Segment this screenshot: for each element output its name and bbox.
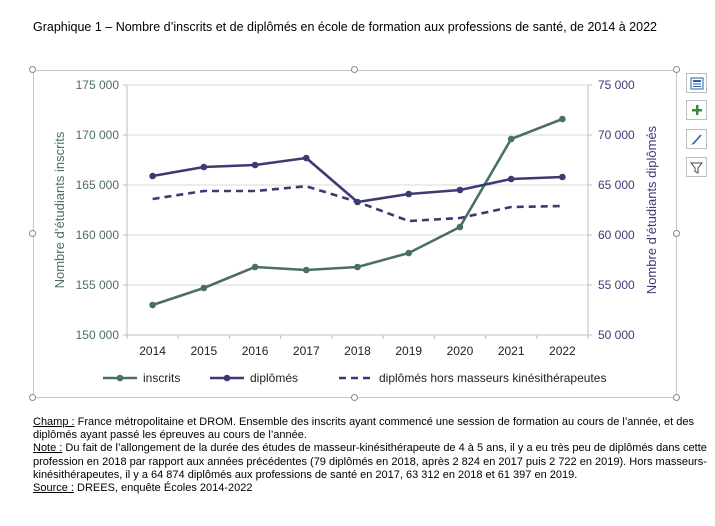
data-point-0: [456, 223, 464, 231]
source-text: DREES, enquête Écoles 2014-2022: [73, 482, 253, 495]
resize-handle-top-center[interactable]: [351, 66, 358, 73]
legend-label: diplômés: [250, 371, 298, 385]
data-point-0: [302, 266, 310, 274]
note-label: Note :: [33, 442, 63, 455]
resize-handle-top-right[interactable]: [673, 66, 680, 73]
legend-label: inscrits: [143, 371, 180, 385]
y-tick-label-right: 65 000: [598, 178, 635, 192]
series-line-0: [152, 117, 563, 307]
y-tick-label-left: 150 000: [76, 328, 120, 342]
champ-label: Champ :: [33, 416, 75, 428]
data-point-0: [507, 135, 515, 143]
data-point-1: [251, 161, 259, 169]
data-point-1: [456, 186, 464, 194]
data-point-1: [405, 190, 413, 198]
data-point-1: [507, 175, 515, 183]
resize-handle-bottom-center[interactable]: [351, 394, 358, 401]
x-tick-label: 2021: [498, 344, 525, 358]
chart-elements-button[interactable]: [686, 73, 707, 93]
data-point-1: [200, 163, 208, 171]
x-tick-label: 2020: [447, 344, 474, 358]
y-tick-label-right: 55 000: [598, 278, 635, 292]
note-text: Du fait de l’allongement de la durée des…: [33, 442, 707, 481]
x-tick-label: 2018: [344, 344, 371, 358]
resize-handle-bottom-right[interactable]: [673, 394, 680, 401]
data-point-0: [354, 263, 361, 271]
x-tick-label: 2016: [242, 344, 269, 358]
series-line-2: [152, 184, 563, 223]
chart-notes: Champ : France métropolitaine et DROM. E…: [33, 416, 713, 495]
chart-styles-button[interactable]: [686, 129, 707, 149]
data-point-1: [559, 173, 566, 181]
data-point-0: [559, 115, 566, 123]
chart-filters-button[interactable]: [686, 157, 707, 177]
champ-text: France métropolitaine et DROM. Ensemble …: [33, 416, 694, 442]
x-tick-label: 2015: [190, 344, 217, 358]
data-point-0: [251, 263, 259, 271]
x-tick-label: 2017: [293, 344, 320, 358]
y-tick-label-left: 175 000: [76, 78, 120, 92]
plus-icon: [691, 105, 702, 115]
y-tick-label-right: 70 000: [598, 128, 635, 142]
x-tick-label: 2014: [139, 344, 166, 358]
chart-title: Graphique 1 – Nombre d’inscrits et de di…: [33, 20, 657, 34]
legend-marker-1: [223, 374, 231, 382]
source-label: Source :: [33, 482, 74, 495]
resize-handle-middle-left[interactable]: [29, 230, 36, 237]
resize-handle-top-left[interactable]: [29, 66, 36, 73]
y-tick-label-left: 160 000: [76, 228, 120, 242]
add-chart-element-button[interactable]: [686, 100, 707, 120]
y-axis-title-left: Nombre d’étudiants inscrits: [52, 131, 67, 288]
x-tick-label: 2019: [395, 344, 422, 358]
y-tick-label-left: 165 000: [76, 178, 120, 192]
chart-layout-icon: [690, 77, 703, 89]
data-point-1: [302, 154, 310, 162]
data-point-0: [149, 301, 156, 309]
y-tick-label-right: 50 000: [598, 328, 635, 342]
data-point-0: [405, 249, 413, 257]
y-tick-label-left: 170 000: [76, 128, 120, 142]
resize-handle-bottom-left[interactable]: [29, 394, 36, 401]
y-tick-label-right: 60 000: [598, 228, 635, 242]
series-line-1: [152, 156, 563, 204]
legend-label: diplômés hors masseurs kinésithérapeutes: [379, 371, 606, 385]
filter-icon: [690, 162, 703, 174]
y-tick-label-left: 155 000: [76, 278, 120, 292]
y-tick-label-right: 75 000: [598, 78, 635, 92]
data-point-1: [149, 172, 156, 180]
x-tick-label: 2022: [549, 344, 576, 358]
data-point-0: [200, 284, 208, 292]
legend-marker-0: [116, 374, 124, 382]
resize-handle-middle-right[interactable]: [673, 230, 680, 237]
y-axis-title-right: Nombre d’étudiants diplômés: [644, 125, 659, 294]
brush-icon: [691, 133, 702, 145]
